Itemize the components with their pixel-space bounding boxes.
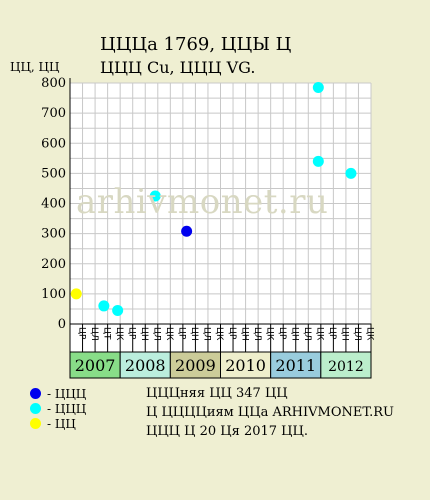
data-point: [70, 288, 82, 300]
y-tick-label: 100: [41, 287, 66, 302]
month-tick-label: ЦР: [277, 327, 287, 340]
month-tick-label: ЦЛ: [152, 327, 162, 341]
data-point: [345, 167, 357, 179]
year-band: [119, 351, 171, 379]
month-tick-label: ЦН: [189, 327, 199, 341]
year-label: 2007: [75, 356, 116, 375]
grid: [69, 78, 372, 352]
month-tick-label: ЦР: [327, 327, 337, 340]
y-tick-label: 300: [41, 227, 66, 242]
legend-label: - ЦЦЦ: [47, 386, 87, 401]
month-tick-label: ЦЛ: [202, 327, 212, 341]
month-tick-label: ЦР: [76, 327, 86, 340]
data-points: [70, 82, 357, 316]
month-tick-label: ЦР: [227, 327, 237, 340]
month-tick-label: ЦК: [315, 327, 325, 341]
chart-title: ЦЦЦа 1769, ЦЦЫ Ц: [100, 34, 292, 55]
year-bands: 2007 2008 2009 2010 2011 2012: [69, 351, 372, 379]
legend-label: - ЦЦ: [47, 416, 76, 431]
info-line: ЦЦЦняя ЦЦ 347 ЦЦ: [146, 386, 288, 401]
year-label: 2008: [125, 356, 166, 375]
y-axis-label: ЦЦ, ЦЦ: [10, 60, 60, 74]
data-point: [181, 225, 193, 237]
data-point: [312, 82, 324, 94]
y-tick-label: 500: [41, 166, 66, 181]
year-label: 2012: [328, 359, 364, 375]
y-tick-label: 700: [41, 106, 66, 121]
year-label: 2009: [175, 356, 216, 375]
y-tick-label: 800: [41, 76, 66, 91]
month-tick-label: ЦК: [365, 327, 375, 341]
legend-label: - ЦЦЦ: [47, 401, 87, 416]
month-tick-label: ЦК: [214, 327, 224, 341]
y-tick-label: 200: [41, 257, 66, 272]
y-tick-label: 400: [41, 197, 66, 212]
month-tick-label: ЦЛ: [352, 327, 362, 341]
x-ticks: ЦР ЦЛ ЦТ ЦК ЦР ЦН ЦЛ ЦК ЦР ЦН ЦЛ ЦК ЦР ЦН ЦЛ ЦК ЦР ЦН ЦЛ ЦК…: [69, 323, 375, 353]
month-tick-label: ЦТ: [101, 327, 111, 340]
year-label: 2011: [275, 356, 316, 375]
data-point: [98, 300, 110, 312]
month-tick-label: ЦН: [289, 327, 299, 341]
month-tick-label: ЦН: [139, 327, 149, 341]
y-ticks: 0 100 200 300 400 500 600 700 800: [41, 76, 66, 332]
chart-subtitle: ЦЦЦ Cu, ЦЦЦ VG.: [100, 58, 256, 77]
month-tick-label: ЦЛ: [89, 327, 99, 341]
data-point: [149, 190, 161, 202]
watermark: arhivmonet.ru: [76, 182, 329, 222]
legend-item: - ЦЦЦ: [30, 386, 86, 401]
info-line: Ц ЦЦЦЦиям ЦЦа ARHIVMONET.RU: [146, 405, 394, 420]
data-point: [112, 304, 124, 316]
legend-item: - ЦЦ: [30, 416, 86, 431]
legend-marker: [30, 403, 41, 414]
month-tick-label: ЦК: [114, 327, 124, 341]
month-tick-label: ЦЛ: [302, 327, 312, 341]
year-band: [320, 351, 372, 379]
y-tick-label: 600: [41, 136, 66, 151]
year-band: [169, 351, 221, 379]
legend-marker: [30, 418, 41, 429]
month-tick-label: ЦН: [340, 327, 350, 341]
year-label: 2010: [225, 356, 266, 375]
month-tick-label: ЦР: [177, 327, 187, 340]
info-line: ЦЦЦ Ц 20 Ця 2017 ЦЦ.: [146, 424, 308, 439]
month-tick-label: ЦН: [239, 327, 249, 341]
legend-item: - ЦЦЦ: [30, 401, 86, 416]
month-tick-label: ЦР: [126, 327, 136, 340]
month-tick-label: ЦК: [264, 327, 274, 341]
legend-marker: [30, 388, 41, 399]
year-band: [270, 351, 322, 379]
info-text: ЦЦЦняя ЦЦ 347 ЦЦ Ц ЦЦЦЦиям ЦЦа ARHIVMONE…: [146, 384, 394, 441]
month-tick-label: ЦЛ: [252, 327, 262, 341]
month-tick-label: ЦК: [164, 327, 174, 341]
y-tick-label: 0: [58, 317, 66, 332]
data-point: [312, 155, 324, 167]
legend: - ЦЦЦ - ЦЦЦ - ЦЦ: [30, 386, 86, 431]
